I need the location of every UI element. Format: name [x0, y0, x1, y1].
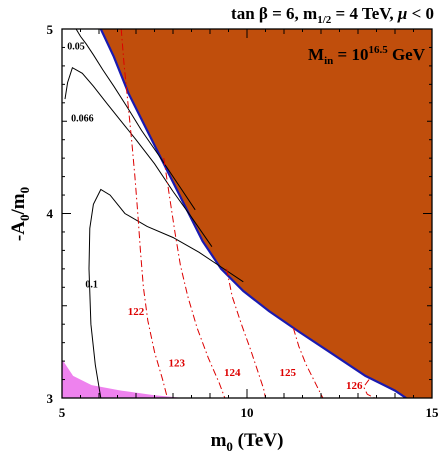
x-axis-title: m0 (TeV) — [211, 430, 284, 454]
min-annotation: Min = 1016.5 GeV — [308, 44, 426, 67]
y-axis-title: -A0/m0 — [8, 187, 32, 241]
higgs-contour-123 — [163, 158, 226, 398]
higgs-label-125: 125 — [279, 367, 296, 379]
higgs-label-126: 126 — [346, 380, 363, 392]
contour-label-0.05: 0.05 — [67, 41, 85, 52]
higgs-contour-125 — [292, 327, 324, 398]
higgs-label-124: 124 — [224, 367, 241, 379]
contour-label-0.066: 0.066 — [71, 113, 94, 124]
contour-line-1 — [64, 66, 213, 247]
contour-labels: 0.05 0.066 0.1 122 123 124 125 126 — [67, 41, 363, 391]
higgs-contour-126 — [363, 379, 375, 398]
x-tick-label-15: 15 — [426, 405, 440, 420]
x-tick-label-5: 5 — [59, 405, 66, 420]
contour-label-0.1: 0.1 — [85, 279, 98, 290]
higgs-mass-contours — [120, 29, 375, 398]
higgs-contour-122 — [120, 29, 168, 398]
excluded-boundary-line — [99, 29, 407, 398]
higgs-label-122: 122 — [128, 306, 145, 318]
pink-excluded-region — [62, 359, 185, 398]
excluded-region — [100, 29, 432, 398]
y-tick-label-4: 4 — [47, 206, 54, 221]
plot-frame — [61, 28, 433, 399]
chart-title: tan β = 6, m1/2 = 4 TeV, μ < 0 — [231, 4, 434, 26]
y-tick-label-5: 5 — [47, 22, 54, 37]
contour-line-2 — [88, 188, 244, 398]
plot-area: 0.05 0.066 0.1 122 123 124 125 126 — [61, 28, 433, 399]
x-tick-label-10: 10 — [241, 405, 254, 420]
higgs-label-123: 123 — [168, 358, 185, 370]
y-tick-label-3: 3 — [47, 391, 54, 406]
